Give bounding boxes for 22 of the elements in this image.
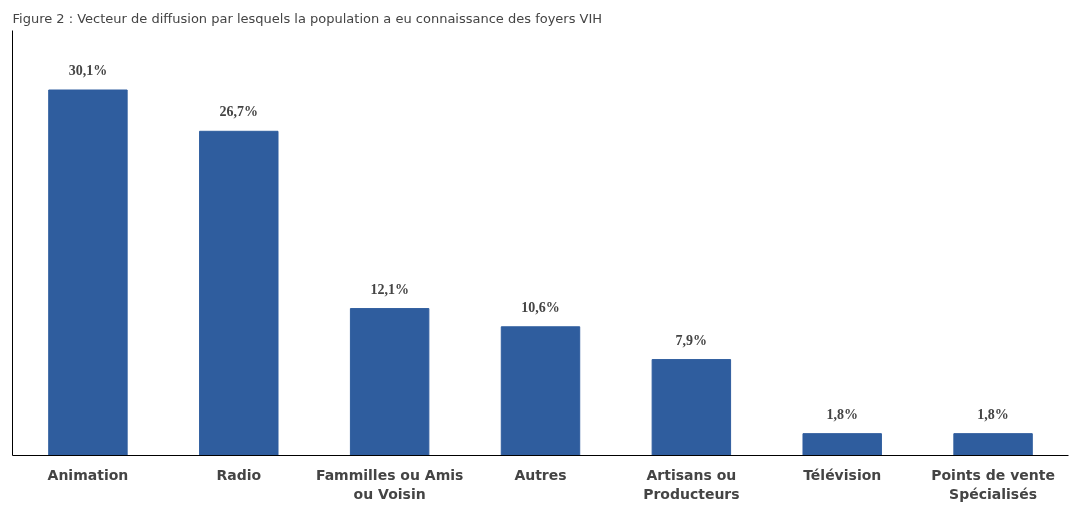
data-label: 1,8% <box>977 406 1009 422</box>
data-label: 7,9% <box>675 332 708 348</box>
x-tick-label: Points de vente Spécialisés <box>931 466 1055 502</box>
data-label: 10,6% <box>521 299 560 315</box>
x-tick-label: Autres <box>514 466 567 483</box>
chart-title: Figure 2 : Vecteur de diffusion par lesquels la population a eu connaissance des foyers VIH <box>12 10 603 26</box>
x-tick-label: Radio <box>216 466 262 483</box>
bar <box>802 433 882 456</box>
x-tick-label: Animation <box>47 466 129 483</box>
bar <box>349 308 430 456</box>
x-tick-label: Artisans ou Producteurs <box>643 466 740 502</box>
bar <box>500 326 581 456</box>
data-label: 1,8% <box>826 406 858 422</box>
bar <box>953 433 1033 456</box>
bar <box>651 359 732 456</box>
x-tick-label: Fammilles ou Amis ou Voisin <box>315 466 464 502</box>
bar <box>199 130 279 456</box>
data-label: 26,7% <box>219 104 259 120</box>
data-label: 30,1% <box>68 63 108 78</box>
bar <box>48 89 128 456</box>
data-label: 12,1% <box>370 281 409 297</box>
x-tick-label: Télévision <box>803 466 882 483</box>
